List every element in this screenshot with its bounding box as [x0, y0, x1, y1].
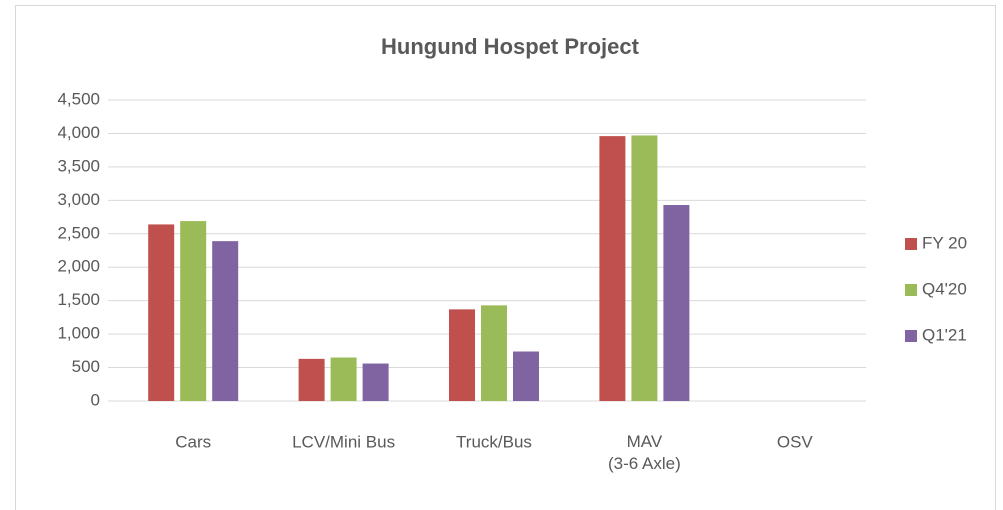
y-tick-label: 0 [91, 390, 100, 409]
y-tick-label: 1,500 [57, 290, 100, 309]
y-tick-label: 2,000 [57, 257, 100, 276]
x-tick-label: OSV [777, 432, 814, 451]
bar [599, 136, 626, 401]
bar [663, 205, 690, 401]
x-tick-label: MAV (3-6 Axle) [608, 432, 681, 473]
y-tick-label: 4,000 [57, 123, 100, 142]
x-tick-label: Truck/Bus [456, 432, 532, 451]
x-tick-label: Cars [175, 432, 211, 451]
y-tick-label: 2,500 [57, 223, 100, 242]
bar [298, 358, 325, 401]
x-tick-label: LCV/Mini Bus [292, 432, 395, 451]
bar [513, 351, 539, 401]
legend-label: Q4'20 [922, 279, 967, 298]
y-tick-label: 3,000 [57, 190, 100, 209]
bar [449, 309, 475, 401]
bar [362, 363, 389, 401]
bar [148, 224, 175, 401]
bar [180, 221, 207, 401]
bar [481, 305, 507, 401]
bar [330, 357, 357, 401]
chart-title: Hungund Hospet Project [381, 34, 640, 59]
y-tick-label: 4,500 [57, 89, 100, 108]
legend-label: FY 20 [922, 233, 967, 252]
legend-swatch [905, 284, 917, 296]
y-tick-label: 3,500 [57, 156, 100, 175]
legend-label: Q1'21 [922, 325, 967, 344]
legend-swatch [905, 330, 917, 342]
legend-swatch [905, 238, 917, 250]
bar [631, 135, 658, 401]
y-tick-label: 500 [72, 357, 100, 376]
chart-border [15, 5, 996, 510]
bar [212, 241, 239, 401]
y-tick-label: 1,000 [57, 324, 100, 343]
